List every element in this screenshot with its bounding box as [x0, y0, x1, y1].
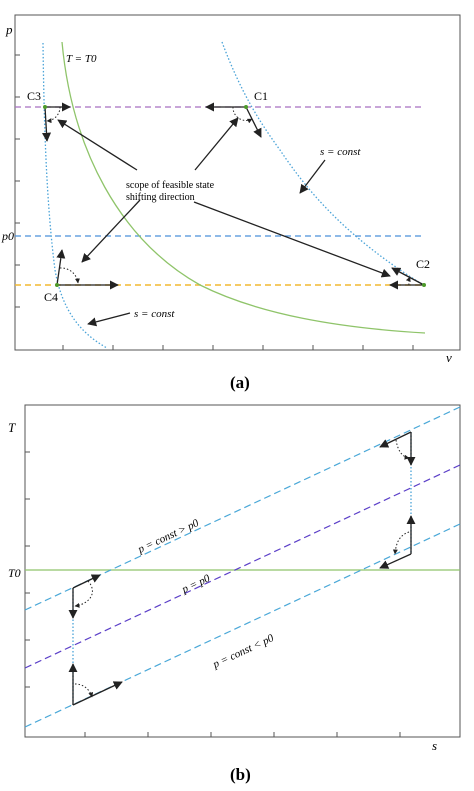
state-c4-label: C4 — [44, 290, 58, 304]
annotation-text-line1: scope of feasible state — [126, 180, 215, 191]
isobar-p0-label: p = p0 — [179, 572, 212, 596]
caption-a: (a) — [230, 373, 250, 392]
panel-b: T s T0 p = const > p0 p = p0 p = const <… — [8, 404, 461, 784]
panel-a-ticks — [15, 54, 414, 350]
annotation-pointers — [57, 117, 391, 327]
isobar-low-label: p = const < p0 — [210, 632, 276, 671]
state-c1-vectors — [205, 102, 262, 138]
state-c3-vectors — [41, 102, 71, 142]
panel-a: p v p0 T = T0 C3 C1 C2 C4 s = const s = … — [1, 14, 461, 392]
vectors-left-bottom — [68, 663, 123, 706]
isotherm-label: T = T0 — [66, 53, 97, 65]
isentrope-left — [42, 42, 108, 349]
isotherm-curve — [61, 41, 426, 334]
panel-b-ticks — [25, 451, 401, 737]
axis-p-label: p — [5, 22, 13, 37]
state-c1-label: C1 — [254, 89, 268, 103]
isentrope-right — [221, 41, 426, 287]
isobar-high-label: p = const > p0 — [135, 517, 201, 556]
annotation-text-line2: shifting direction — [126, 192, 195, 203]
isentrope-label-bottom: s = const — [134, 308, 175, 320]
t0-label: T0 — [8, 566, 21, 580]
caption-b: (b) — [230, 765, 251, 784]
vectors-left-top — [68, 574, 101, 619]
panel-b-frame — [24, 404, 461, 738]
vectors-right-top — [379, 431, 416, 466]
axis-s-label: s — [432, 738, 437, 753]
state-c2-vectors — [389, 267, 426, 290]
vectors-right-bottom — [379, 515, 416, 569]
p0-label: p0 — [1, 229, 14, 243]
isobar-p0-b — [24, 464, 461, 669]
isentrope-label-top: s = const — [320, 146, 361, 158]
axis-v-label: v — [446, 350, 452, 365]
axis-t-label: T — [8, 420, 16, 435]
state-c3-label: C3 — [27, 89, 41, 103]
panel-a-frame — [14, 14, 461, 351]
state-c4-vectors — [55, 249, 119, 290]
state-c2-label: C2 — [416, 257, 430, 271]
